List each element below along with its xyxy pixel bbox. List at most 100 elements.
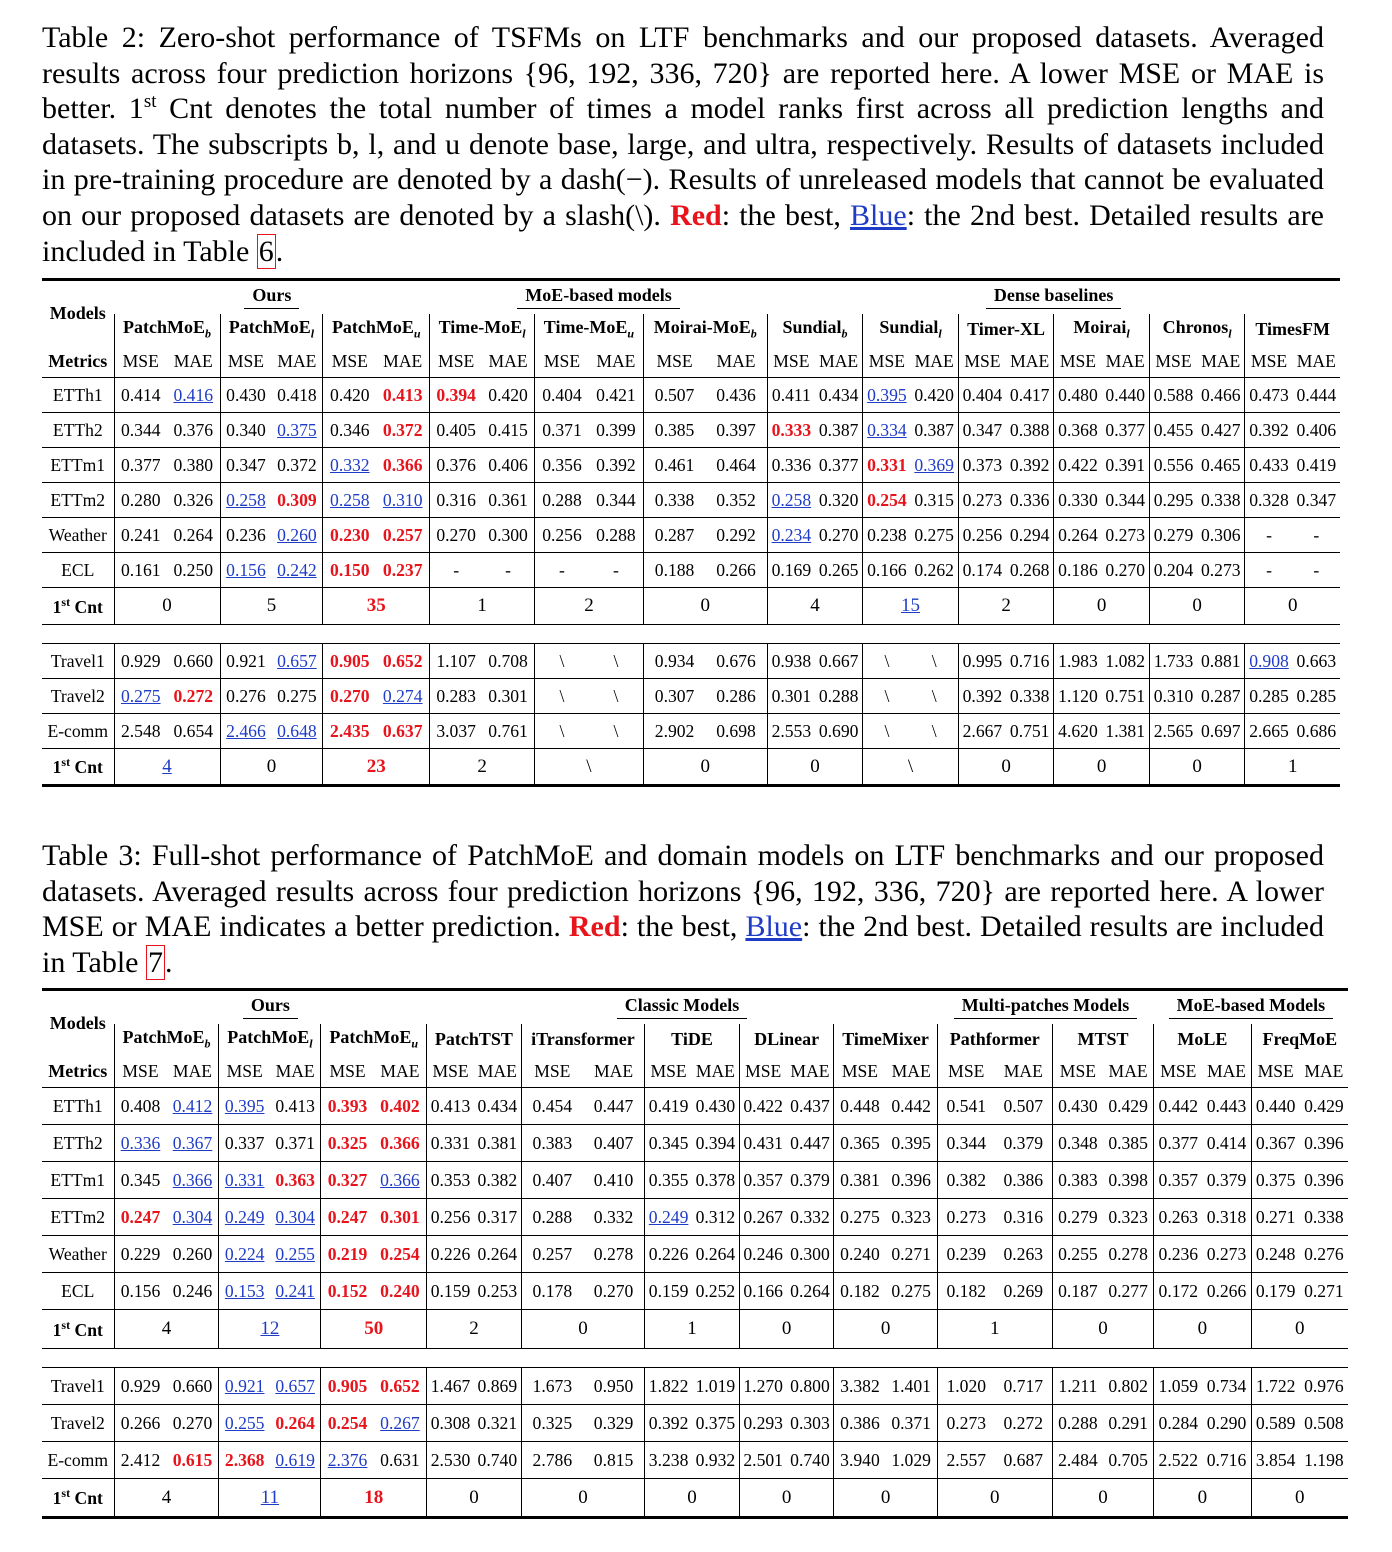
table-cell: 0.465	[1197, 447, 1245, 483]
cell-value: 0.371	[275, 1132, 315, 1153]
cell-value: \	[884, 685, 890, 706]
metrics-header: Metrics	[48, 350, 108, 371]
table-row: Travel1 0.929 0.660 0.921 0.657 0.905 0.652 1.4…	[42, 1367, 1348, 1405]
first-count-cell: 0	[1148, 587, 1245, 625]
cell-value: 1.082	[1105, 650, 1146, 671]
table-cell: 0.159	[644, 1272, 692, 1310]
cell-value: 0.156	[120, 1280, 161, 1301]
metric-mse-header: MSE	[1153, 1055, 1203, 1088]
first-count-cell: 0	[113, 587, 221, 625]
cell-value: 0.815	[593, 1449, 634, 1470]
cell-value: 0.697	[1200, 720, 1241, 741]
table-row: ETTm2 0.247 0.304 0.249 0.304 0.247 0.301 0.256…	[42, 1198, 1348, 1236]
cell-value: 0.367	[172, 1132, 213, 1153]
table-cell: 0.717	[994, 1367, 1053, 1405]
count-word: Cnt	[74, 1487, 103, 1508]
table-reference-link[interactable]: 6	[256, 233, 276, 269]
table-cell: 0.418	[271, 377, 323, 413]
first-count-cell: 0	[1153, 1309, 1252, 1349]
cell-value: 0.430	[695, 1095, 736, 1116]
cell-value: 0.352	[716, 489, 756, 510]
cell-value: 2.435	[330, 720, 370, 741]
cell-value: 0.288	[532, 1206, 573, 1227]
table-cell: 0.325	[520, 1404, 583, 1442]
table-cell: 0.619	[269, 1441, 321, 1479]
caption-text: : the best,	[721, 198, 851, 232]
cell-value: 1.198	[1304, 1449, 1344, 1470]
cell-value: 1.401	[891, 1375, 931, 1396]
cell-value: 0.408	[120, 1095, 161, 1116]
cell-value: 0.301	[488, 685, 528, 706]
first-count-cell: 11	[218, 1478, 321, 1519]
cell-value: 0.331	[430, 1132, 471, 1153]
table-cell: 0.690	[815, 713, 863, 749]
count-prefix: 1	[52, 596, 62, 617]
table-cell: 0.637	[376, 713, 430, 749]
cell-value: 0.273	[1105, 524, 1146, 545]
table-cell: 0.224	[218, 1235, 270, 1273]
table-cell: 0.255	[269, 1235, 321, 1273]
table-row: ECL 0.161 0.250 0.156 0.242 0.150 0.237 - - - - 0.1…	[42, 552, 1340, 588]
count-word: Cnt	[74, 756, 103, 777]
cell-value: 0.307	[654, 685, 695, 706]
table-cell: 0.420	[322, 377, 377, 413]
table-cell: 0.172	[1153, 1272, 1203, 1310]
table-cell: 0.280	[113, 482, 167, 518]
dataset-label: ETTm2	[42, 1198, 114, 1236]
cell-value: 0.271	[891, 1243, 931, 1264]
cell-value: 0.397	[716, 419, 756, 440]
cell-value: 0.266	[1206, 1280, 1247, 1301]
cell-value: 0.761	[488, 720, 528, 741]
table-cell: 0.340	[219, 412, 272, 448]
table-cell: 0.285	[1292, 678, 1340, 714]
first-count-cell: 4	[113, 1478, 219, 1519]
table-cell: 0.161	[113, 552, 167, 588]
model-name: Chronos	[1162, 317, 1229, 338]
table-cell: 0.238	[862, 517, 911, 553]
cell-value: 0.291	[1108, 1412, 1148, 1433]
model-size-subscript: l	[522, 326, 526, 341]
cell-value: 0.347	[962, 419, 1003, 440]
table-reference-link[interactable]: 7	[146, 944, 165, 980]
count-value: 0	[880, 1318, 891, 1339]
count-value: 0	[990, 1486, 1000, 1508]
table-cell: 0.740	[473, 1441, 522, 1479]
cell-value: 0.414	[120, 384, 161, 405]
cell-value: \	[613, 650, 619, 671]
table-cell: 2.435	[322, 713, 377, 749]
table-cell: 0.332	[582, 1198, 645, 1236]
dataset-label: Travel1	[42, 643, 114, 679]
table-cell: 0.315	[910, 482, 959, 518]
cell-value: 0.288	[1058, 1412, 1098, 1433]
table-cell: 0.270	[322, 678, 377, 714]
cell-value: 0.411	[771, 384, 811, 405]
cell-value: 0.316	[436, 489, 476, 510]
model-name: FreqMoE	[1262, 1029, 1338, 1049]
group-header-label: Dense baselines	[985, 285, 1122, 310]
first-count-cell: 1	[644, 1309, 740, 1349]
cell-value: 0.652	[382, 650, 423, 671]
cell-value: 0.363	[275, 1169, 315, 1190]
table-cell: 0.348	[1051, 1124, 1103, 1162]
cell-value: 0.285	[1296, 685, 1337, 706]
table-cell: 0.263	[1153, 1198, 1203, 1236]
table-cell: 0.188	[642, 552, 706, 588]
table-cell: 0.264	[786, 1272, 834, 1310]
caption-text: Table 2: Zero-shot performance of TSFMs …	[42, 21, 1324, 126]
table-cell: 0.815	[582, 1441, 645, 1479]
table-cell: 0.800	[786, 1367, 834, 1405]
table-cell: 0.270	[582, 1272, 645, 1310]
table-cell: 0.338	[1299, 1198, 1348, 1236]
table-cell: 0.240	[373, 1272, 427, 1310]
table-cell: 0.419	[1292, 447, 1340, 483]
table-cell: 3.037	[429, 713, 483, 749]
table-cell: 0.179	[1250, 1272, 1300, 1310]
table-cell: 0.938	[766, 643, 815, 679]
cell-value: 1.270	[743, 1375, 783, 1396]
table-cell: 2.665	[1244, 713, 1293, 749]
table-cell: 0.461	[642, 447, 706, 483]
cell-value: 0.271	[1304, 1280, 1344, 1301]
cell-value: 0.365	[840, 1132, 880, 1153]
table-cell: 0.236	[219, 517, 272, 553]
cell-value: 0.257	[532, 1243, 573, 1264]
